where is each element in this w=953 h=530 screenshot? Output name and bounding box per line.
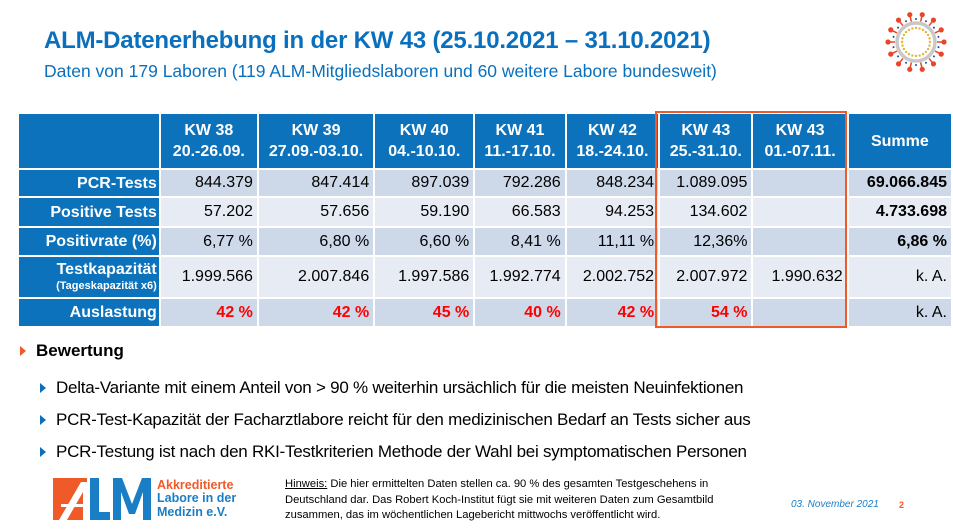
- cell: 134.602: [658, 196, 754, 228]
- cell: 57.656: [256, 196, 376, 228]
- table-header-row: KW 38 20.-26.09. KW 39 27.09.-03.10. KW 40…: [17, 112, 953, 170]
- sum-cell: k. A.: [846, 255, 953, 299]
- footer-date: 03. November 2021: [791, 499, 879, 510]
- assessment-heading-text: Bewertung: [36, 341, 124, 360]
- cell: 45 %: [373, 297, 476, 328]
- cell: 54 %: [658, 297, 754, 328]
- footnote-hint: Hinweis: Die hier ermittelten Daten stel…: [285, 477, 765, 524]
- cell: [751, 196, 849, 228]
- table-row: PCR-Tests 844.379 847.414 897.039 792.28…: [17, 168, 953, 198]
- row-label: PCR-Tests: [17, 168, 161, 198]
- coronavirus-icon: [885, 12, 947, 72]
- logo-line-1: Akkreditierte: [157, 477, 234, 492]
- table-row: Positive Tests 57.202 57.656 59.190 66.5…: [17, 196, 953, 228]
- cell: 2.002.752: [564, 255, 661, 299]
- cell: 844.379: [158, 168, 259, 198]
- column-header: KW 38 20.-26.09.: [158, 112, 259, 170]
- cell: [751, 297, 849, 328]
- cell: 1.990.632: [751, 255, 849, 299]
- alm-logo-text: Akkreditierte Labore in der Medizin e.V.: [157, 477, 237, 520]
- hint-label: Hinweis:: [285, 478, 328, 490]
- cell: 40 %: [473, 297, 567, 328]
- row-label: Positivrate (%): [17, 226, 161, 257]
- cell: 42 %: [564, 297, 661, 328]
- page-number: 2: [899, 500, 905, 510]
- logo-line-3: Medizin e.V.: [157, 504, 228, 519]
- row-label-main: Testkapazität: [56, 261, 157, 278]
- corner-cell: [17, 112, 161, 170]
- sum-cell: 6,86 %: [846, 226, 953, 257]
- alm-logo-mark-icon: [53, 478, 151, 520]
- alm-logo: Akkreditierte Labore in der Medizin e.V.: [53, 478, 236, 520]
- triangle-bullet-icon: [40, 447, 46, 457]
- column-header: KW 42 18.-24.10.: [564, 112, 661, 170]
- column-header: KW 41 11.-17.10.: [473, 112, 567, 170]
- list-item: PCR-Test-Kapazität der Facharztlabore re…: [40, 404, 751, 436]
- row-label-sub: (Tageskapazität x6): [56, 280, 157, 292]
- cell: 1.089.095: [658, 168, 754, 198]
- lab-data-table: KW 38 20.-26.09. KW 39 27.09.-03.10. KW 40…: [17, 112, 953, 328]
- table-row: Testkapazität (Tageskapazität x6) 1.999.…: [17, 255, 953, 299]
- cell: 6,77 %: [158, 226, 259, 257]
- assessment-heading: Bewertung: [20, 341, 124, 361]
- cell: [751, 226, 849, 257]
- row-label: Auslastung: [17, 297, 161, 328]
- cell: 2.007.972: [658, 255, 754, 299]
- cell: 792.286: [473, 168, 567, 198]
- cell: 94.253: [564, 196, 661, 228]
- list-item: PCR-Testung ist nach den RKI-Testkriteri…: [40, 436, 751, 468]
- hint-text: Die hier ermittelten Daten stellen ca. 9…: [285, 478, 714, 521]
- cell: 8,41 %: [473, 226, 567, 257]
- cell: 2.007.846: [256, 255, 376, 299]
- cell: 1.992.774: [473, 255, 567, 299]
- sum-cell: 4.733.698: [846, 196, 953, 228]
- triangle-bullet-icon: [40, 415, 46, 425]
- sum-header: Summe: [846, 112, 953, 170]
- cell: 1.999.566: [158, 255, 259, 299]
- cell: 42 %: [158, 297, 259, 328]
- column-header: KW 40 04.-10.10.: [373, 112, 476, 170]
- column-header: KW 43 01.-07.11.: [751, 112, 849, 170]
- table-row: Auslastung 42 % 42 % 45 % 40 % 42 % 54 %…: [17, 297, 953, 328]
- list-item-text: PCR-Testung ist nach den RKI-Testkriteri…: [56, 442, 747, 461]
- row-label: Positive Tests: [17, 196, 161, 228]
- column-header: KW 39 27.09.-03.10.: [256, 112, 376, 170]
- logo-line-2: Labore in der: [157, 491, 237, 506]
- triangle-bullet-icon: [40, 383, 46, 393]
- sum-cell: 69.066.845: [846, 168, 953, 198]
- cell: 42 %: [256, 297, 376, 328]
- cell: [751, 168, 849, 198]
- assessment-list: Delta-Variante mit einem Anteil von > 90…: [40, 372, 751, 468]
- page-title: ALM-Datenerhebung in der KW 43 (25.10.20…: [44, 27, 711, 54]
- cell: 1.997.586: [373, 255, 476, 299]
- cell: 847.414: [256, 168, 376, 198]
- cell: 897.039: [373, 168, 476, 198]
- cell: 59.190: [373, 196, 476, 228]
- column-header: KW 43 25.-31.10.: [658, 112, 754, 170]
- cell: 11,11 %: [564, 226, 661, 257]
- list-item: Delta-Variante mit einem Anteil von > 90…: [40, 372, 751, 404]
- list-item-text: PCR-Test-Kapazität der Facharztlabore re…: [56, 410, 751, 429]
- triangle-bullet-icon: [20, 346, 26, 356]
- list-item-text: Delta-Variante mit einem Anteil von > 90…: [56, 378, 744, 397]
- table-row: Positivrate (%) 6,77 % 6,80 % 6,60 % 8,4…: [17, 226, 953, 257]
- cell: 6,80 %: [256, 226, 376, 257]
- sum-cell: k. A.: [846, 297, 953, 328]
- cell: 57.202: [158, 196, 259, 228]
- row-label: Testkapazität (Tageskapazität x6): [17, 255, 161, 299]
- cell: 6,60 %: [373, 226, 476, 257]
- page-subtitle: Daten von 179 Laboren (119 ALM-Mitglieds…: [44, 61, 717, 81]
- cell: 66.583: [473, 196, 567, 228]
- cell: 848.234: [564, 168, 661, 198]
- cell: 12,36%: [658, 226, 754, 257]
